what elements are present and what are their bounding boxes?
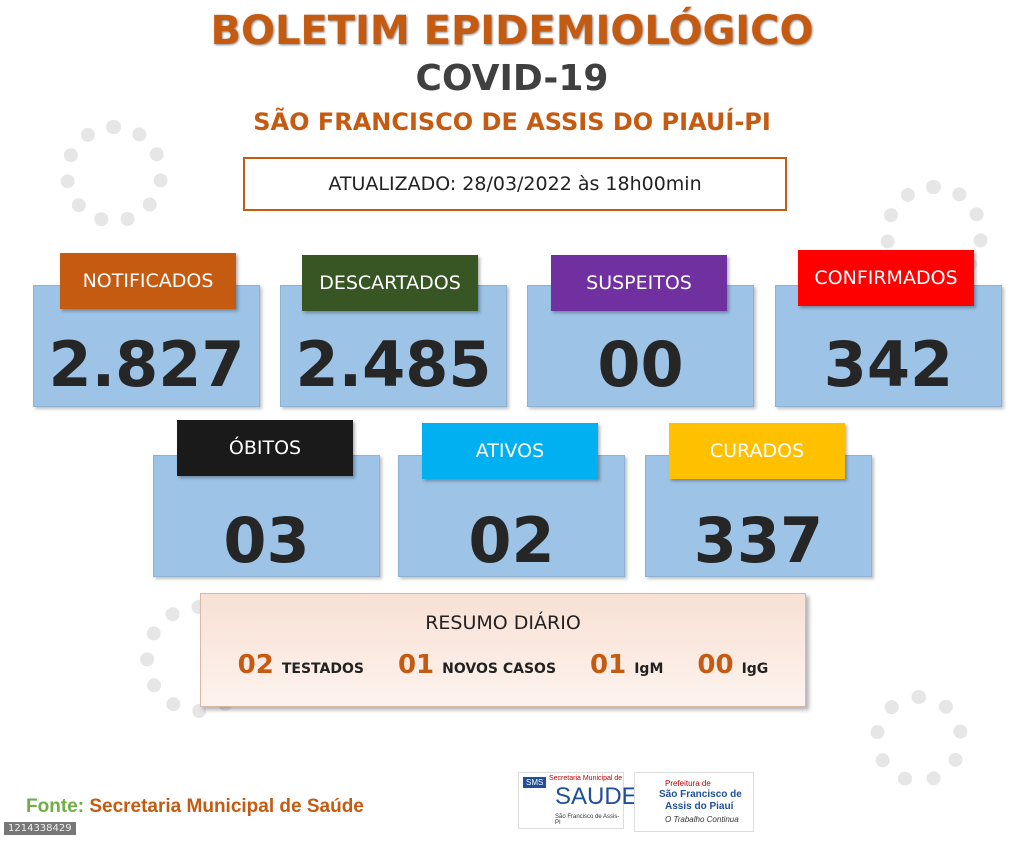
summary-value: 00 [697, 650, 734, 680]
logo-prefeitura: Prefeitura de São Francisco de Assis do … [634, 772, 754, 832]
card-value: 337 [693, 504, 824, 577]
summary-value: 02 [237, 650, 274, 680]
card-value: 342 [823, 328, 954, 401]
location: SÃO FRANCISCO DE ASSIS DO PIAUÍ-PI [253, 108, 771, 136]
background-virus [60, 120, 168, 228]
logo-bottom: São Francisco de Assis-PI [555, 814, 620, 826]
card-label: CURADOS [669, 423, 845, 479]
summary-item: 01 IgM [590, 650, 663, 680]
title: BOLETIM EPIDEMIOLÓGICO [210, 8, 814, 54]
summary-value: 01 [397, 650, 435, 680]
summary-item: 00 IgG [697, 650, 768, 680]
logo-top: Prefeitura de [665, 779, 711, 788]
source: Fonte: Secretaria Municipal de Saúde [26, 796, 364, 818]
summary-label: IgG [741, 661, 769, 677]
card-label: ATIVOS [422, 423, 598, 479]
summary-label: IgM [634, 661, 664, 677]
logo-badge: SMS [523, 777, 547, 788]
logo-slogan: O Trabalho Continua [665, 815, 739, 824]
subtitle: COVID-19 [415, 58, 609, 99]
card-value: 2.485 [295, 328, 492, 401]
card-label: ÓBITOS [177, 420, 353, 476]
summary-label: NOVOS CASOS [442, 661, 557, 677]
logo-name: São Francisco de [659, 789, 742, 800]
image-id: 1214338429 [4, 822, 76, 835]
summary-item: 01 NOVOS CASOS [398, 650, 556, 680]
card-label: SUSPEITOS [551, 255, 727, 311]
updated-box: ATUALIZADO: 28/03/2022 às 18h00min [243, 157, 787, 211]
summary-value: 01 [590, 650, 627, 680]
logo-name: Assis do Piauí [665, 801, 734, 812]
summary-item: 02 TESTADOS [238, 650, 364, 680]
summary-items: 02 TESTADOS 01 NOVOS CASOS 01 IgM 00 IgG [201, 650, 805, 680]
card-value: 03 [223, 504, 310, 577]
logo-name: SAUDE [555, 783, 638, 810]
background-virus [870, 690, 968, 788]
card-value: 00 [597, 328, 684, 401]
summary-box: RESUMO DIÁRIO 02 TESTADOS 01 NOVOS CASOS 01 I… [200, 593, 806, 707]
source-label: Fonte: [26, 796, 85, 817]
summary-title: RESUMO DIÁRIO [425, 612, 581, 634]
card-label: CONFIRMADOS [798, 250, 974, 306]
card-label: DESCARTADOS [302, 255, 478, 311]
card-label: NOTIFICADOS [60, 253, 236, 309]
card-value: 02 [468, 504, 555, 577]
logo-top: Secretaria Municipal de [549, 775, 623, 782]
source-name: Secretaria Municipal de Saúde [89, 796, 364, 817]
summary-label: TESTADOS [281, 661, 364, 677]
card-value: 2.827 [48, 328, 245, 401]
logo-sms: SMS Secretaria Municipal de SAUDE São Fr… [518, 772, 638, 829]
